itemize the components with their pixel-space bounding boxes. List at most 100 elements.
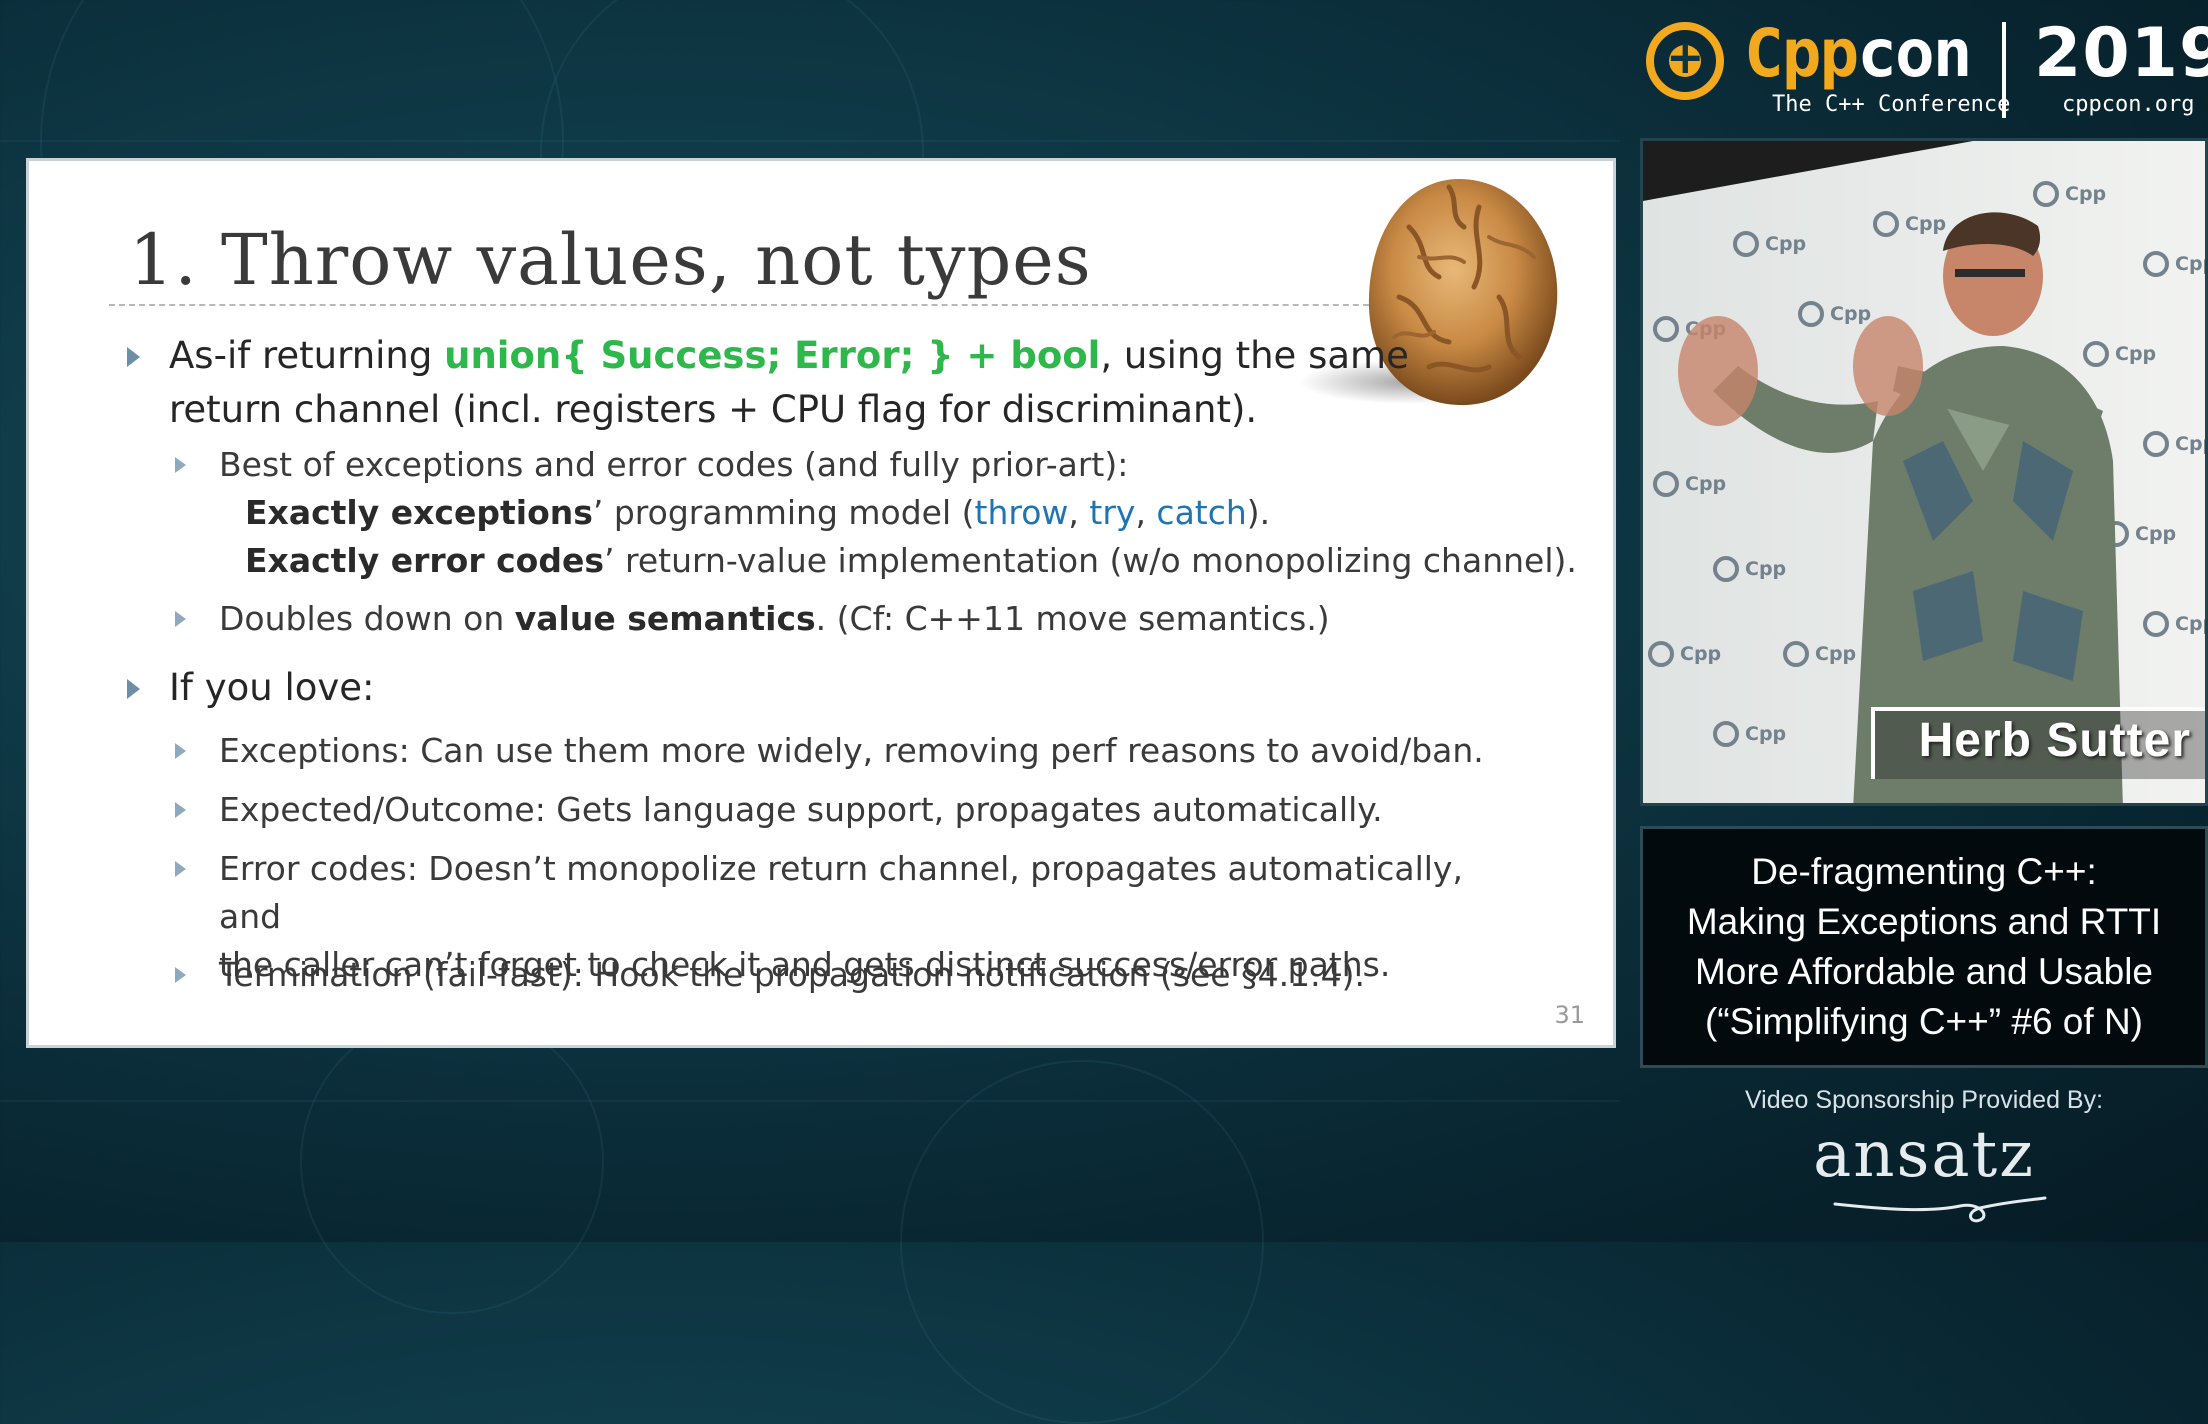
cppcon-ring-icon: [1733, 231, 1759, 257]
talk-title-line: (“Simplifying C++” #6 of N): [1705, 1001, 2143, 1042]
wall-logo-text: Cpp: [2175, 613, 2205, 635]
wall-logo: Cpp: [1653, 471, 1726, 497]
wall-logo-text: Cpp: [2115, 343, 2157, 365]
bullet-text: , using the same: [1100, 334, 1409, 377]
wall-logo-text: Cpp: [1745, 558, 1787, 580]
wall-logo-text: Cpp: [2175, 433, 2205, 455]
bullet-text: return channel (incl. registers + CPU fl…: [169, 388, 1258, 431]
cppcon-ring-icon: [1798, 301, 1824, 327]
bullet-arrow-icon: [175, 457, 186, 473]
speaker-name: Herb Sutter: [1918, 714, 2191, 767]
cppcon-ring-icon: [2143, 611, 2169, 637]
bold-text: value semantics: [514, 599, 816, 638]
bullet-text: Doubles down on: [219, 599, 515, 638]
keyword-try: try: [1089, 493, 1136, 532]
bullet-text: . (Cf: C++11 move semantics.): [815, 599, 1330, 638]
wall-logo: Cpp: [1733, 231, 1806, 257]
wall-logo: Cpp: [2143, 431, 2205, 457]
wall-logo-text: Cpp: [2135, 523, 2177, 545]
logo-url: cppcon.org: [2062, 92, 2195, 117]
bullet-highlight: union{ Success; Error; } + bool: [444, 334, 1101, 377]
bullet-arrow-icon: [127, 679, 140, 699]
wall-logo: Cpp: [1713, 721, 1786, 747]
logo-con: con: [1857, 15, 1972, 92]
slide-bullets: As-if returning union{ Success; Error; }…: [29, 161, 1613, 1045]
speaker-nameplate: Herb Sutter: [1871, 707, 2205, 779]
bullet-arrow-icon: [175, 861, 186, 877]
wall-logo: Cpp: [2143, 251, 2205, 277]
wall-logo-text: Cpp: [1680, 643, 1722, 665]
wall-logo-text: Cpp: [1830, 303, 1872, 325]
logo-wordmark: Cppcon: [1744, 15, 1972, 92]
cppcon-emblem-icon: [1646, 22, 1724, 100]
talk-title-panel: De-fragmenting C++: Making Exceptions an…: [1640, 826, 2208, 1068]
separator: ,: [1135, 493, 1157, 532]
sponsor-label: Video Sponsorship Provided By:: [1744, 1086, 2104, 1114]
bullet-text: ’ return-value implementation (w/o monop…: [604, 541, 1577, 580]
wall-logo-text: Cpp: [2065, 183, 2107, 205]
background-ornament: [900, 1060, 1264, 1424]
bold-text: Exactly exceptions: [245, 493, 593, 532]
bullet-text: Expected/Outcome: Gets language support,…: [219, 790, 1383, 829]
presentation-slide: 1. Throw values, not types: [26, 158, 1616, 1048]
wall-logo: Cpp: [2143, 611, 2205, 637]
cppcon-ring-icon: [2083, 341, 2109, 367]
bullet-union-return: As-if returning union{ Success; Error; }…: [127, 329, 1469, 437]
slide-title: 1. Throw values, not types: [129, 219, 1092, 301]
bullet-arrow-icon: [175, 802, 186, 818]
walnut-image: [1299, 167, 1589, 417]
slide-page-number: 31: [1554, 1001, 1585, 1029]
wall-logo-text: Cpp: [1815, 643, 1857, 665]
cppcon-ring-icon: [1653, 471, 1679, 497]
sub-bullet-best-of: Best of exceptions and error codes (and …: [175, 441, 1519, 489]
sub-bullet-termination: Termination (fail-fast): Hook the propag…: [175, 951, 1519, 999]
wall-logo: Cpp: [1873, 211, 1946, 237]
logo-subtitle: The C++ Conference: [1772, 92, 2011, 117]
speaker-figure: [1678, 212, 2123, 803]
sub-bullet-exceptions: Exceptions: Can use them more widely, re…: [175, 727, 1519, 775]
bold-text: Exactly error codes: [245, 541, 604, 580]
cppcon-logo: + Cppcon The C++ Conference 2019 cppcon.…: [1640, 14, 2208, 128]
wall-logo: Cpp: [1798, 301, 1871, 327]
wall-logo: Cpp: [1713, 556, 1786, 582]
wall-logo-text: Cpp: [2175, 253, 2205, 275]
wall-logo: Cpp: [2033, 181, 2106, 207]
sub-bullet-value-semantics: Doubles down on value semantics. (Cf: C+…: [175, 595, 1519, 643]
bullet-text: Best of exceptions and error codes (and …: [219, 445, 1129, 484]
wall-logo: Cpp: [1783, 641, 1856, 667]
background-ornament: [0, 1100, 1620, 1102]
sponsor-logo: ansatz: [1813, 1118, 2035, 1192]
cppcon-ring-icon: [1648, 641, 1674, 667]
talk-title-line: More Affordable and Usable: [1694, 951, 2153, 992]
sub-line-exceptions-model: Exactly exceptions’ programming model ( t…: [245, 489, 1545, 537]
talk-title-line: De-fragmenting C++:: [1751, 851, 2097, 892]
background-ornament: [300, 1010, 604, 1314]
cppcon-ring-icon: [2033, 181, 2059, 207]
bullet-arrow-icon: [175, 743, 186, 759]
bullet-if-you-love: If you love:: [127, 661, 1469, 715]
title-divider: [109, 304, 1399, 306]
cppcon-ring-icon: [2143, 251, 2169, 277]
walnut-icon: [1299, 179, 1558, 406]
bullet-text: ).: [1246, 493, 1271, 532]
wall-logo-text: Cpp: [1905, 213, 1947, 235]
cppcon-ring-icon: [2143, 431, 2169, 457]
bullet-text: Error codes: Doesn’t monopolize return c…: [219, 849, 1463, 936]
wall-logo: Cpp: [2083, 341, 2156, 367]
sponsor-swash-icon: [1833, 1196, 2047, 1223]
logo-cpp: Cpp: [1744, 15, 1859, 92]
bullet-arrow-icon: [127, 347, 140, 367]
bullet-text: Exceptions: Can use them more widely, re…: [219, 731, 1484, 770]
sub-line-error-codes-impl: Exactly error codes’ return-value implem…: [245, 537, 1577, 585]
cppcon-ring-icon: [1653, 316, 1679, 342]
bullet-text: ’ programming model (: [592, 493, 975, 532]
bullet-text: the caller can’t forget to check it and …: [219, 945, 1391, 984]
wall-logo-text: Cpp: [1745, 723, 1787, 745]
cppcon-ring-icon: [1783, 641, 1809, 667]
wall-logo-text: Cpp: [1765, 233, 1807, 255]
talk-title-line: Making Exceptions and RTTI: [1686, 901, 2162, 942]
cppcon-ring-icon: [1713, 721, 1739, 747]
background-ornament: [0, 140, 1620, 142]
logo-year: 2019: [2034, 14, 2208, 93]
bullet-arrow-icon: [175, 967, 186, 983]
